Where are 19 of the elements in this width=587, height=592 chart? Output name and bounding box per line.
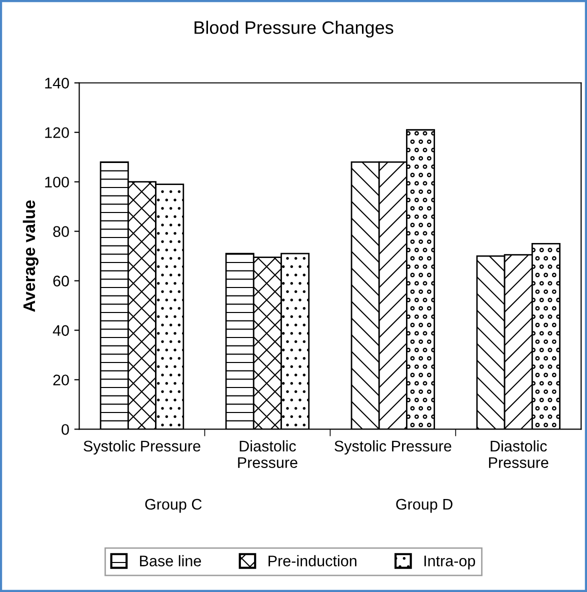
text: Group C — [145, 498, 202, 513]
y-tick-label: 40 — [52, 325, 69, 336]
y-tick-label: 0 — [62, 424, 69, 435]
legend-label: Intra-op — [424, 556, 476, 570]
y-tick-label: 140 — [45, 78, 69, 89]
legend-label: Pre-induction — [268, 555, 356, 566]
x-tick-label: Diastolic Pressure — [489, 440, 548, 468]
y-tick-label: 20 — [53, 374, 69, 386]
x-tick-label: Systolic Pressure — [334, 440, 452, 455]
x-tick-label: Diastolic Pressure — [238, 440, 298, 468]
legend-label: Base line — [140, 555, 201, 566]
chart-title: Blood Pressure Changes — [194, 20, 394, 38]
y-tick-label: 100 — [45, 176, 69, 188]
y-tick-label: 120 — [45, 127, 69, 138]
y-tick-label: 80 — [53, 226, 69, 237]
y-tick-label: 60 — [53, 276, 69, 286]
text: Group D — [396, 498, 452, 513]
x-tick-label: Systolic Pressure — [84, 440, 200, 455]
y-axis-title: Average value — [22, 200, 38, 312]
